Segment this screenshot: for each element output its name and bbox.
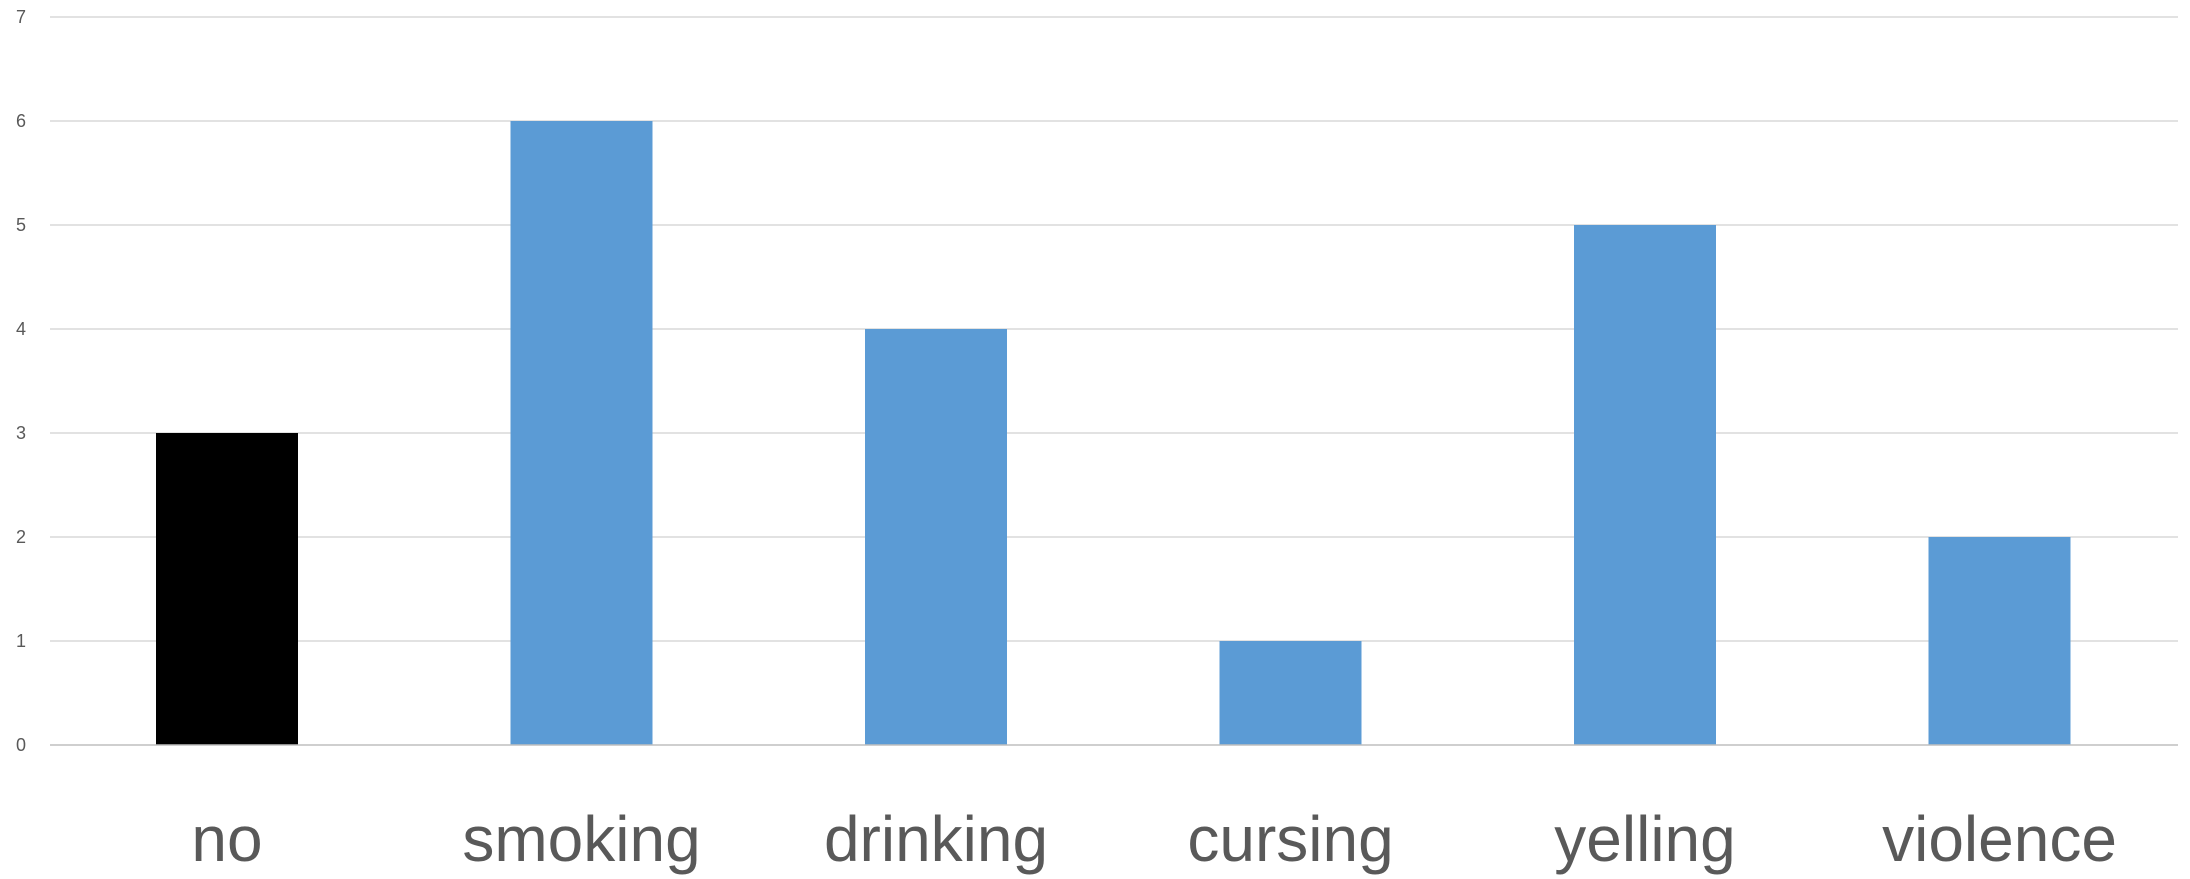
y-axis-ticks: 0 1 2 3 4 5 6 7 [16, 7, 26, 755]
x-tick-label-no: no [191, 803, 262, 875]
x-tick-label-drinking: drinking [824, 803, 1048, 875]
x-tick-label-cursing: cursing [1187, 803, 1393, 875]
x-tick-label-smoking: smoking [462, 803, 700, 875]
y-tick-label: 4 [16, 319, 26, 339]
bar-cursing [1219, 641, 1362, 745]
x-tick-label-yelling: yelling [1554, 803, 1735, 875]
y-tick-label: 0 [16, 735, 26, 755]
y-tick-label: 3 [16, 423, 26, 443]
gridlines [50, 16, 2178, 642]
y-tick-label: 1 [16, 631, 26, 651]
bar-violence [1928, 537, 2071, 745]
x-tick-label-violence: violence [1882, 803, 2117, 875]
y-tick-label: 2 [16, 527, 26, 547]
bar-drinking [865, 329, 1007, 745]
y-tick-label: 7 [16, 7, 26, 27]
bar-smoking [510, 121, 653, 745]
bar-yelling [1574, 225, 1716, 745]
bars [156, 121, 2071, 745]
bar-no [156, 433, 298, 745]
y-tick-label: 6 [16, 111, 26, 131]
y-tick-label: 5 [16, 215, 26, 235]
x-axis-labels: no smoking drinking cursing yelling violence [191, 803, 2117, 875]
